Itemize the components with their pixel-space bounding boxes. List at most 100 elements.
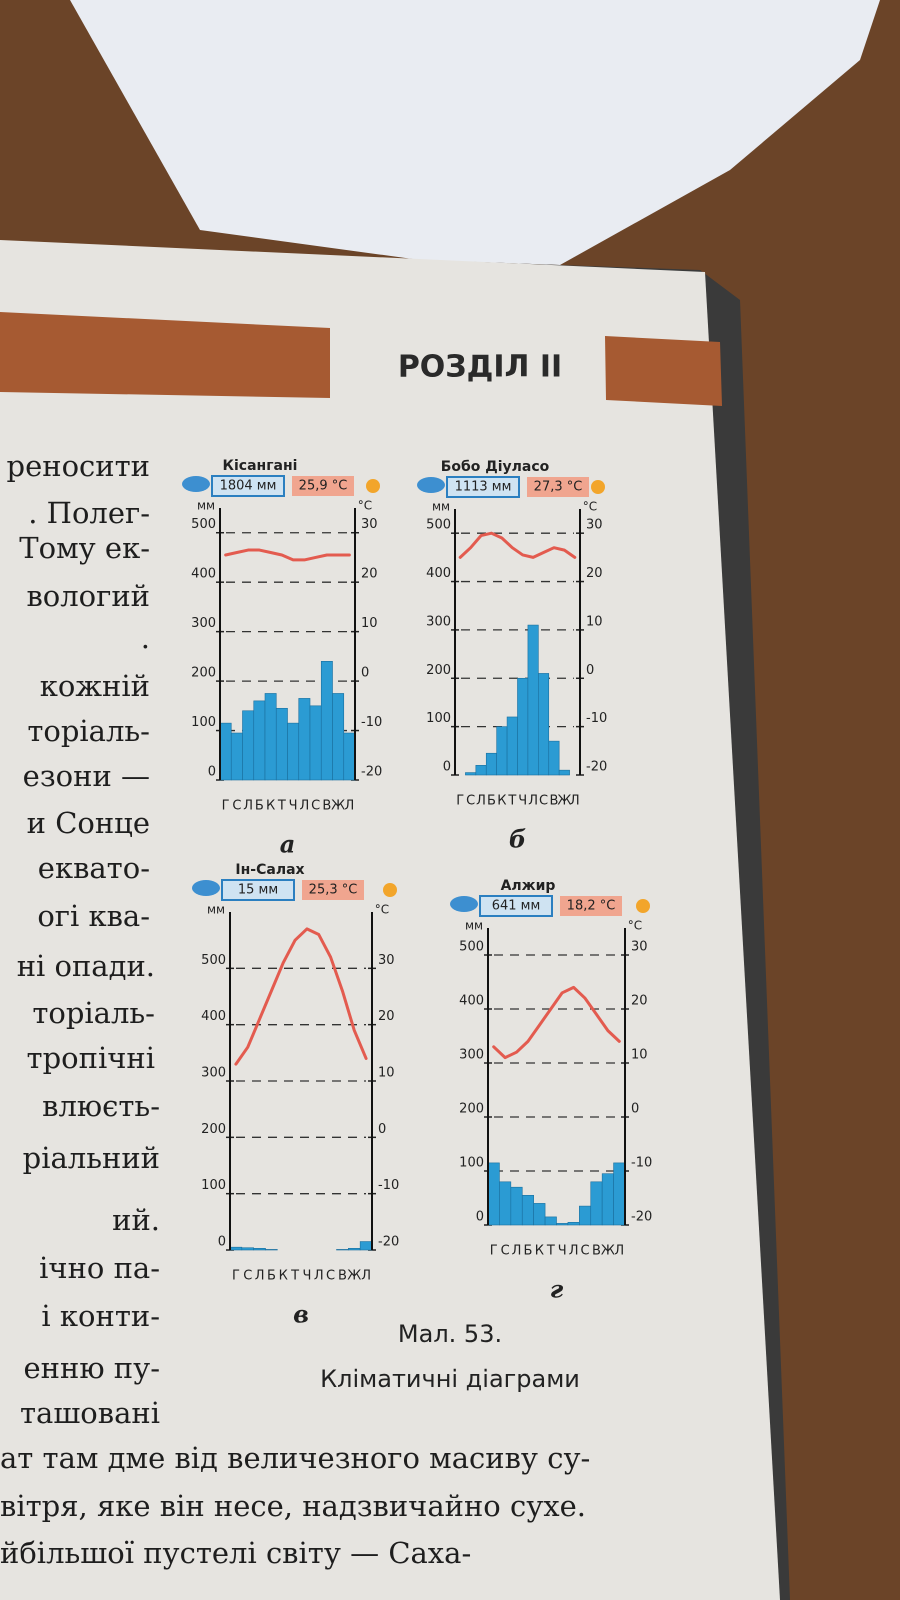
body-text-line: . <box>141 621 150 655</box>
month-label: Ж <box>331 799 345 814</box>
month-label: Л <box>255 1269 265 1284</box>
precipitation-box <box>446 476 520 498</box>
temperature-box <box>302 880 364 900</box>
month-label: С <box>466 794 475 809</box>
precipitation-bar <box>359 1241 373 1251</box>
body-text-line: і конти- <box>41 1299 160 1333</box>
y2-tick-label: -20 <box>631 1210 652 1225</box>
y-tick-label: 0 <box>208 765 216 780</box>
temperature-mean: 25,3 °C <box>309 883 358 898</box>
precipitation-bar <box>336 1249 349 1251</box>
precipitation-bar <box>579 1205 592 1226</box>
section-title: РОЗДІЛ ІІ <box>398 350 562 385</box>
figure-caption: Кліматичні діаграми <box>320 1365 580 1393</box>
sun-icon <box>383 883 397 897</box>
month-label: В <box>592 1244 601 1259</box>
month-label: Ч <box>302 1269 311 1284</box>
month-label: Ч <box>518 794 527 809</box>
body-text-layer: реносити . Полег-Тому ек-вологий. кожній то… <box>0 449 590 1570</box>
precipitation-total: 641 мм <box>492 899 541 914</box>
sun-icon <box>636 899 650 913</box>
y2-tick-label: 0 <box>586 663 594 678</box>
y2-tick-label: 0 <box>631 1102 639 1117</box>
temperature-box <box>527 477 589 497</box>
temperature-box <box>292 476 354 496</box>
precipitation-bar <box>548 740 560 776</box>
y2-tick-label: -20 <box>361 765 382 780</box>
body-text-line: енню пу- <box>24 1351 160 1385</box>
y2-unit: °C <box>628 919 642 933</box>
precipitation-bar <box>275 707 288 781</box>
precipitation-bar <box>348 1248 361 1251</box>
y-tick-label: 500 <box>426 518 451 533</box>
body-text-line: езони — <box>23 759 150 793</box>
month-label: Б <box>487 794 496 809</box>
body-text-line: вітря, яке він несе, надзвичайно сухе. <box>0 1489 586 1523</box>
month-label: К <box>497 794 506 809</box>
y-unit: мм <box>207 903 225 917</box>
precipitation-box <box>221 879 295 901</box>
y2-tick-label: 30 <box>378 953 395 968</box>
month-label: Л <box>361 1269 371 1284</box>
month-label: С <box>501 1244 510 1259</box>
temperature-line <box>224 548 351 562</box>
y-tick-label: 500 <box>191 517 216 532</box>
precipitation-bar <box>517 677 529 776</box>
precipitation-bar <box>533 1203 546 1226</box>
body-text-line: реносити <box>7 449 150 483</box>
y2-tick-label: -10 <box>586 711 607 726</box>
y2-tick-label: 10 <box>586 614 603 629</box>
precipitation-bar <box>496 726 508 776</box>
header-bar <box>605 336 722 406</box>
body-text-line: кожній <box>40 669 150 703</box>
month-label: Л <box>570 794 580 809</box>
body-text-line: йбільшої пустелі світу — Саха- <box>0 1536 471 1570</box>
month-label: Л <box>528 794 538 809</box>
y-tick-label: 300 <box>459 1048 484 1063</box>
cloud-icon <box>192 880 220 896</box>
precipitation-bar <box>527 624 539 776</box>
y-tick-label: 500 <box>459 940 484 955</box>
body-text-line: ічно па- <box>39 1251 160 1285</box>
grid-paper <box>70 0 880 265</box>
month-label: В <box>322 799 331 814</box>
month-label: С <box>539 794 548 809</box>
body-text-line: торіаль- <box>27 714 150 748</box>
precipitation-bar <box>475 765 487 776</box>
temperature-mean: 27,3 °C <box>534 480 583 495</box>
precipitation-bar <box>298 698 311 781</box>
chart-title: Кісангані <box>223 458 298 474</box>
temperature-line <box>234 927 368 1066</box>
temperature-line <box>458 531 577 559</box>
cloud-icon <box>450 896 478 912</box>
precipitation-bar <box>465 772 477 776</box>
precipitation-bar <box>510 1186 523 1226</box>
month-label: Ж <box>347 1269 361 1284</box>
month-label: Ч <box>289 799 298 814</box>
temperature-box <box>560 896 622 916</box>
month-label: Г <box>232 1269 240 1284</box>
month-label: В <box>338 1269 347 1284</box>
y2-tick-label: 10 <box>631 1048 648 1063</box>
chart-title: Ін-Салах <box>235 862 304 878</box>
precipitation-bar <box>538 673 550 776</box>
y2-tick-label: -20 <box>586 760 607 775</box>
y2-tick-label: 0 <box>378 1122 386 1137</box>
precipitation-bar <box>521 1195 534 1226</box>
y-tick-label: 400 <box>459 994 484 1009</box>
y2-tick-label: 30 <box>631 940 648 955</box>
month-label: Г <box>222 799 230 814</box>
body-text-line: ат там дме від величезного масиву су- <box>0 1441 590 1475</box>
y-tick-label: 200 <box>191 666 216 681</box>
y-tick-label: 0 <box>218 1235 226 1250</box>
month-label: Т <box>507 794 516 809</box>
month-label: К <box>535 1244 544 1259</box>
y-tick-label: 200 <box>459 1102 484 1117</box>
book-page <box>0 240 780 1600</box>
